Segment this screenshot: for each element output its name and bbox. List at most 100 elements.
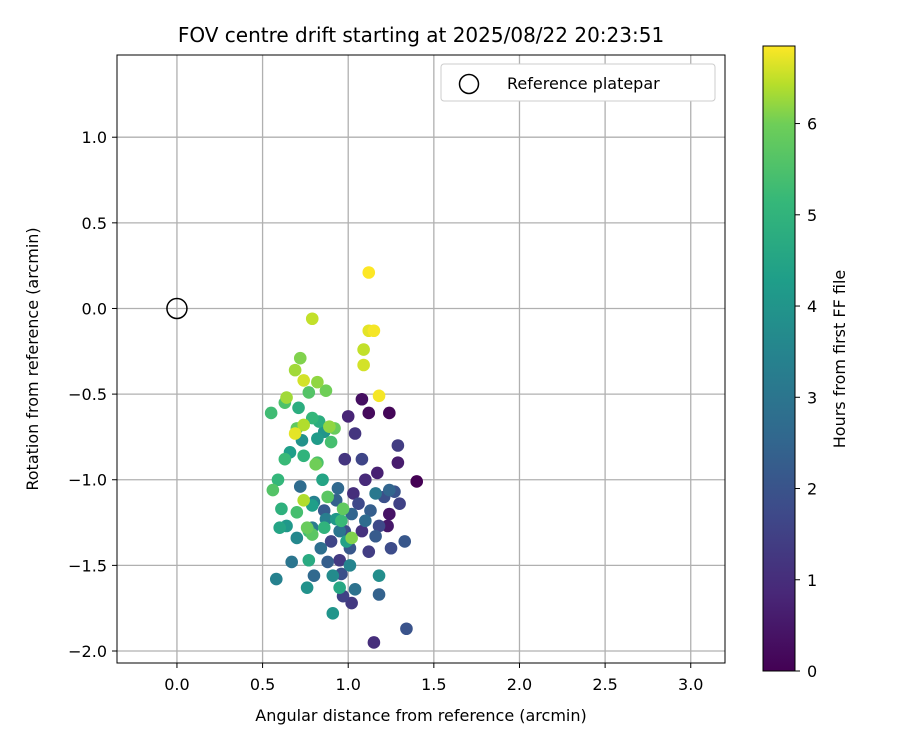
data-point [371,466,384,480]
data-point [285,555,298,569]
data-point [331,482,345,495]
data-point [338,452,352,466]
legend-label: Reference platepar [507,74,660,93]
data-point [357,358,370,372]
data-point [333,581,346,594]
data-point [357,343,370,356]
data-point [348,583,362,596]
data-point [383,483,396,497]
data-point [333,553,346,567]
data-point [305,411,319,425]
data-point [300,521,314,534]
data-point [321,555,334,569]
data-point [307,569,321,582]
data-point [355,524,369,538]
data-point [410,475,424,488]
colorbar-tick-label: 3 [807,388,817,407]
colorbar-gradient [762,45,796,672]
data-point [384,541,398,555]
data-point [309,458,322,471]
x-tick-label: 1.5 [421,675,446,694]
data-point [316,473,329,487]
data-point [336,502,350,516]
data-point [383,507,396,521]
data-point [326,569,340,582]
x-tick-label: 3.0 [678,675,703,694]
data-point [355,392,369,406]
colorbar-tick-label: 4 [807,297,817,316]
reference-platepar-marker [166,297,188,320]
data-point [269,572,283,586]
colorbar-ticks: 0 1 2 3 4 5 6 [795,115,817,681]
colorbar-tick-label: 6 [807,115,817,134]
data-point [297,493,310,507]
y-tick-label: 1.0 [82,128,107,147]
data-point [352,497,365,511]
data-point [372,588,386,601]
data-point [367,636,381,649]
data-point [359,514,372,528]
colorbar-tick-label: 0 [807,662,817,681]
data-point [288,363,302,377]
data-point [290,505,304,519]
data-point [264,406,278,420]
data-point [362,406,376,420]
data-point [324,435,338,449]
data-point [355,452,369,466]
data-point [323,420,336,433]
data-point [314,541,328,555]
y-axis-ticks: 1.0 0.5 0.0 −0.5 −1.0 −1.5 −2.0 [68,128,117,661]
data-point [288,427,302,440]
data-point [280,391,293,404]
data-point [372,569,386,582]
data-point [300,581,314,594]
data-point [275,502,288,516]
data-point [348,427,362,440]
plot-frame [116,54,726,664]
data-point [290,531,304,545]
data-point [293,351,307,365]
data-point [273,521,287,534]
x-tick-label: 1.0 [335,675,360,694]
data-point [319,384,333,397]
data-point [333,524,346,538]
colorbar-tick-label: 5 [807,206,817,225]
colorbar: 0 1 2 3 4 5 6 Hours from first FF file [762,45,849,681]
x-axis-label: Angular distance from reference (arcmin) [255,706,586,725]
data-point [362,266,376,279]
data-point [393,497,406,511]
data-point [278,452,292,466]
data-point [391,439,405,452]
data-point [297,449,310,463]
data-point [324,535,338,548]
legend-box [440,63,716,102]
data-point [367,324,381,338]
data-point [297,374,310,387]
data-point [302,386,316,399]
data-point [317,521,331,534]
data-point [347,487,360,500]
data-point [400,622,413,636]
y-axis-label: Rotation from reference (arcmin) [23,227,42,490]
data-point [343,559,357,572]
data-point [372,389,386,403]
data-point [326,607,340,620]
data-point [369,487,382,500]
data-point [341,410,355,423]
x-tick-label: 0.5 [250,675,275,694]
data-point [305,312,319,326]
data-point [364,504,377,517]
legend: Reference platepar [440,63,716,102]
data-point [311,432,324,445]
y-tick-label: −1.0 [68,471,107,490]
chart-title: FOV centre drift starting at 2025/08/22 … [178,23,664,47]
x-tick-label: 2.0 [507,675,532,694]
data-point [359,473,372,487]
data-point [271,473,285,487]
data-point [391,456,405,469]
data-point [292,401,305,415]
data-point [372,519,386,533]
data-point [345,596,358,610]
data-point [369,529,382,543]
